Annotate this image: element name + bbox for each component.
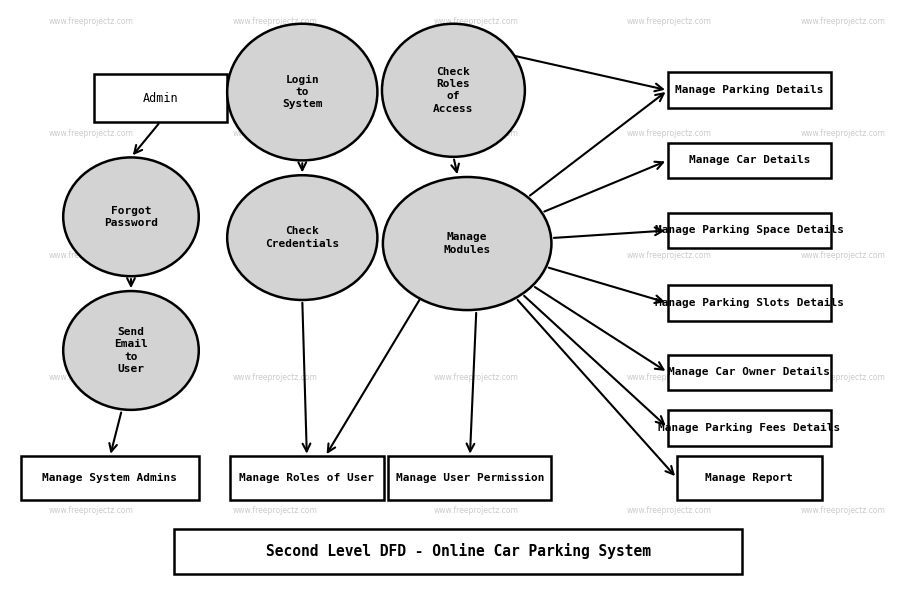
Text: Forgot
Password: Forgot Password	[104, 206, 158, 228]
Text: www.freeprojectz.com: www.freeprojectz.com	[801, 129, 885, 138]
Ellipse shape	[63, 157, 199, 276]
Text: www.freeprojectz.com: www.freeprojectz.com	[233, 17, 317, 27]
Ellipse shape	[383, 177, 551, 310]
Bar	[230, 456, 384, 500]
Ellipse shape	[227, 24, 377, 160]
Text: www.freeprojectz.com: www.freeprojectz.com	[49, 372, 134, 382]
Text: Send
Email
to
User: Send Email to User	[114, 327, 147, 374]
Bar	[668, 355, 831, 390]
Text: Manage Parking Fees Details: Manage Parking Fees Details	[659, 423, 840, 432]
Text: www.freeprojectz.com: www.freeprojectz.com	[801, 372, 885, 382]
Bar	[388, 456, 551, 500]
Text: www.freeprojectz.com: www.freeprojectz.com	[49, 17, 134, 27]
Text: www.freeprojectz.com: www.freeprojectz.com	[627, 506, 711, 516]
Text: Admin: Admin	[143, 91, 178, 105]
Text: Manage Report: Manage Report	[705, 473, 793, 483]
Text: www.freeprojectz.com: www.freeprojectz.com	[434, 17, 518, 27]
Text: www.freeprojectz.com: www.freeprojectz.com	[627, 17, 711, 27]
Text: www.freeprojectz.com: www.freeprojectz.com	[434, 372, 518, 382]
Bar	[668, 143, 831, 178]
Text: www.freeprojectz.com: www.freeprojectz.com	[233, 372, 317, 382]
Bar	[677, 456, 822, 500]
Text: www.freeprojectz.com: www.freeprojectz.com	[801, 506, 885, 516]
Text: www.freeprojectz.com: www.freeprojectz.com	[49, 129, 134, 138]
Text: Manage Car Owner Details: Manage Car Owner Details	[669, 368, 830, 377]
Text: Check
Roles
of
Access: Check Roles of Access	[433, 67, 474, 114]
Bar	[668, 213, 831, 248]
Bar	[93, 74, 227, 122]
Text: Check
Credentials: Check Credentials	[265, 226, 340, 249]
Text: www.freeprojectz.com: www.freeprojectz.com	[627, 372, 711, 382]
Text: Manage Car Details: Manage Car Details	[689, 156, 810, 165]
Ellipse shape	[382, 24, 525, 157]
Text: www.freeprojectz.com: www.freeprojectz.com	[434, 129, 518, 138]
Bar	[668, 72, 831, 108]
Text: www.freeprojectz.com: www.freeprojectz.com	[627, 129, 711, 138]
Text: Second Level DFD - Online Car Parking System: Second Level DFD - Online Car Parking Sy…	[266, 544, 650, 559]
Text: www.freeprojectz.com: www.freeprojectz.com	[233, 129, 317, 138]
Text: Manage Parking Details: Manage Parking Details	[675, 86, 823, 95]
Bar	[174, 529, 742, 574]
Ellipse shape	[63, 291, 199, 410]
Text: www.freeprojectz.com: www.freeprojectz.com	[801, 17, 885, 27]
Bar	[668, 285, 831, 321]
Text: Manage System Admins: Manage System Admins	[42, 473, 178, 483]
Text: Manage Roles of User: Manage Roles of User	[239, 473, 375, 483]
Text: www.freeprojectz.com: www.freeprojectz.com	[801, 251, 885, 260]
Text: www.freeprojectz.com: www.freeprojectz.com	[233, 506, 317, 516]
Text: www.freeprojectz.com: www.freeprojectz.com	[49, 251, 134, 260]
Text: Manage User Permission: Manage User Permission	[396, 473, 544, 483]
Text: www.freeprojectz.com: www.freeprojectz.com	[434, 506, 518, 516]
Text: www.freeprojectz.com: www.freeprojectz.com	[627, 251, 711, 260]
Text: Manage Parking Slots Details: Manage Parking Slots Details	[655, 298, 844, 308]
Text: Login
to
System: Login to System	[282, 75, 322, 109]
Text: www.freeprojectz.com: www.freeprojectz.com	[49, 506, 134, 516]
Ellipse shape	[227, 175, 377, 300]
Text: Manage
Modules: Manage Modules	[443, 232, 491, 255]
Text: www.freeprojectz.com: www.freeprojectz.com	[434, 251, 518, 260]
Text: Manage Parking Space Details: Manage Parking Space Details	[655, 226, 844, 235]
Bar	[668, 410, 831, 446]
Text: www.freeprojectz.com: www.freeprojectz.com	[233, 251, 317, 260]
Bar	[20, 456, 199, 500]
